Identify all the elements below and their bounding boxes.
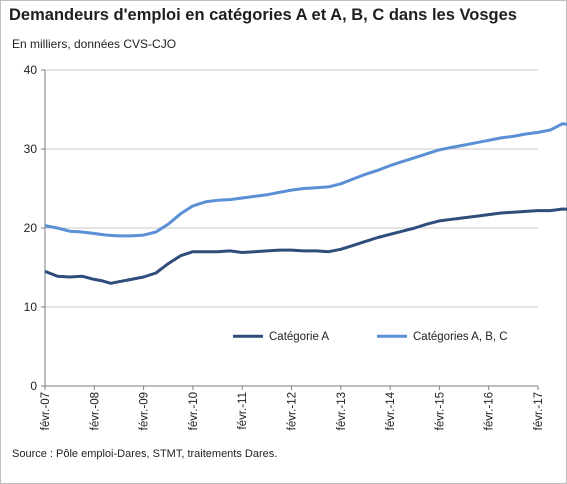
- legend-label: Catégories A, B, C: [413, 331, 508, 343]
- x-tick-label: févr.-08: [89, 392, 101, 430]
- x-tick-label: févr.-16: [484, 392, 496, 430]
- x-tick-label: févr.-09: [139, 392, 151, 430]
- y-tick-label: 0: [30, 379, 37, 393]
- x-tick-label: févr.-14: [385, 391, 397, 430]
- axes: [41, 69, 539, 390]
- y-tick-label: 20: [24, 221, 38, 235]
- x-tick-label: févr.-10: [188, 392, 200, 430]
- x-tick-label: févr.-12: [287, 392, 299, 430]
- series-line-categorie-a: [44, 207, 567, 285]
- x-tick-label: févr.-13: [336, 392, 348, 430]
- x-tick-label: févr.-15: [434, 392, 446, 430]
- y-tick-label: 30: [24, 142, 38, 156]
- y-tick-label: 40: [24, 63, 38, 77]
- gridlines: [45, 69, 538, 308]
- x-tick-labels: févr.-07 févr.-08 févr.-09 févr.-10 févr.-11…: [40, 391, 545, 430]
- x-tick-label: févr.-11: [237, 392, 249, 430]
- series-lines: [44, 122, 567, 285]
- y-tick-label: 10: [24, 300, 38, 314]
- legend: Catégorie A Catégories A, B, C: [233, 331, 508, 343]
- source-note: Source : Pôle emploi-Dares, STMT, traite…: [12, 448, 278, 460]
- x-tick-label: févr.-17: [533, 392, 545, 430]
- chart-title: Demandeurs d'emploi en catégories A et A…: [9, 6, 517, 24]
- chart-subtitle: En milliers, données CVS-CJO: [12, 37, 177, 51]
- x-tick-label: févr.-07: [40, 392, 52, 430]
- y-tick-labels: 0 10 20 30 40: [24, 63, 38, 393]
- legend-label: Catégorie A: [269, 331, 329, 343]
- series-line-categories-abc: [44, 122, 567, 238]
